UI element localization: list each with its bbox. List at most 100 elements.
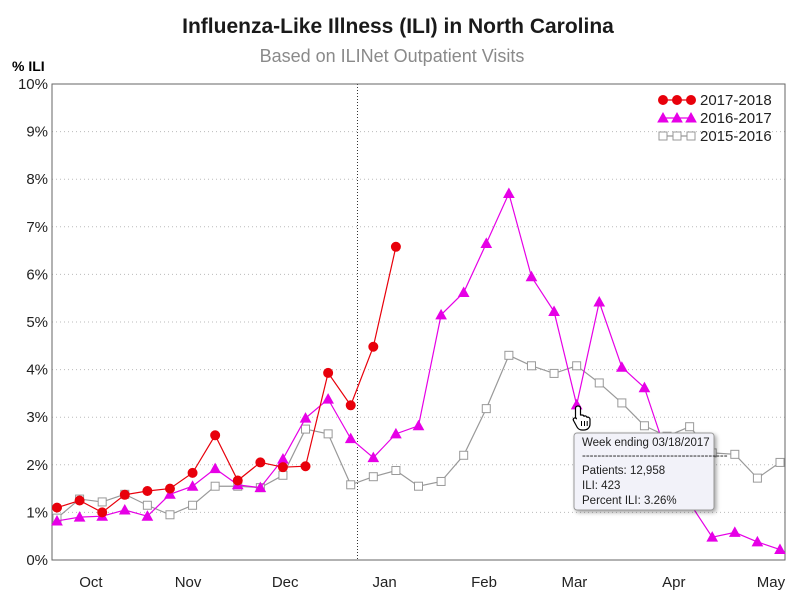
y-tick-label: 1% [26, 504, 48, 521]
data-point [97, 497, 107, 507]
y-axis-label: % ILI [12, 58, 45, 74]
legend-label: 2017-2018 [700, 92, 772, 109]
data-point [572, 361, 582, 371]
data-point [188, 500, 198, 510]
data-point [165, 510, 175, 520]
data-point [412, 419, 425, 431]
tooltip-box [573, 432, 715, 511]
data-point [187, 467, 198, 478]
data-point [615, 361, 628, 372]
data-point [728, 526, 741, 537]
data-point [526, 361, 536, 371]
data-point [594, 378, 604, 388]
y-tick-label: 4% [26, 362, 48, 379]
data-point [73, 511, 86, 522]
data-point [480, 237, 493, 248]
data-point [775, 457, 785, 467]
data-point [367, 451, 380, 463]
legend-marker [658, 131, 668, 141]
x-tick-label: Dec [272, 574, 299, 591]
data-point [299, 412, 312, 423]
data-point [142, 500, 152, 510]
y-tick-label: 9% [26, 124, 48, 141]
legend-item: 2015-2016 [658, 128, 772, 145]
y-tick-label: 2% [26, 457, 48, 474]
data-point [639, 421, 649, 431]
data-point [436, 476, 446, 486]
data-point [481, 404, 491, 414]
tooltip-divider: -------------------------------------- [582, 450, 728, 462]
legend-marker [657, 111, 669, 123]
data-point [323, 367, 334, 378]
data-point [118, 503, 131, 515]
data-point [301, 424, 311, 434]
data-point [435, 308, 447, 320]
data-point [186, 480, 199, 491]
data-point [141, 510, 154, 521]
data-point [232, 475, 243, 486]
legend-item: 2016-2017 [657, 110, 772, 127]
legend-marker [658, 95, 668, 105]
legend-marker [671, 111, 683, 123]
data-point [504, 350, 514, 360]
data-point [210, 481, 220, 491]
data-point [322, 393, 334, 404]
legend-marker [672, 95, 682, 105]
legend-marker [685, 111, 697, 123]
tooltip-percent-ili: Percent ILI: 3.26% [582, 495, 677, 507]
x-tick-label: Feb [471, 574, 497, 591]
data-point [503, 187, 515, 198]
y-tick-label: 5% [26, 314, 48, 331]
data-point [97, 507, 108, 518]
data-point [346, 480, 356, 490]
y-tick-label: 0% [26, 552, 48, 569]
data-point [459, 450, 469, 460]
y-tick-labels: 0% 1% 2% 3% 4% 5% 6% 7% 8% 9% 10% [18, 76, 48, 569]
data-point [323, 429, 333, 439]
plot-frame [51, 83, 786, 561]
data-point [730, 449, 740, 459]
data-point [278, 470, 288, 480]
x-tick-label: May [757, 574, 786, 591]
data-point [706, 531, 719, 542]
data-point [617, 398, 627, 408]
data-point [209, 462, 222, 474]
data-point [344, 432, 357, 444]
x-tick-label: Apr [662, 574, 685, 591]
data-point [390, 241, 401, 252]
x-tick-label: Oct [79, 574, 103, 591]
data-point [752, 473, 762, 483]
x-tick-labels: Oct Nov Dec Jan Feb Mar Apr May [79, 574, 785, 591]
y-tick-label: 10% [18, 76, 48, 93]
plot-area-border [51, 83, 786, 561]
x-tick-label: Nov [175, 574, 202, 591]
data-point [414, 481, 423, 491]
data-point [548, 305, 560, 317]
legend-marker [686, 131, 696, 141]
data-point [685, 422, 695, 432]
data-tooltip: Week ending 03/18/2017 -----------------… [573, 432, 728, 511]
legend-marker [686, 95, 696, 105]
legend-marker [672, 131, 682, 141]
series-2017-2018 [52, 241, 401, 518]
data-point [142, 485, 153, 496]
data-point [164, 488, 176, 499]
y-tick-label: 8% [26, 171, 48, 188]
data-point [164, 483, 175, 494]
hand-pointer-icon [572, 405, 591, 431]
tooltip-ili: ILI: 423 [582, 480, 620, 492]
y-tick-label: 3% [26, 409, 48, 426]
data-point [74, 495, 85, 506]
tooltip-header: Week ending 03/18/2017 [582, 437, 710, 449]
data-point [525, 270, 538, 282]
series-layer [51, 187, 786, 555]
data-point [457, 286, 470, 297]
legend-label: 2016-2017 [700, 110, 772, 127]
data-point [751, 535, 764, 547]
data-point [368, 341, 379, 352]
data-point [390, 427, 402, 439]
chart-subtitle: Based on ILINet Outpatient Visits [260, 46, 525, 66]
data-point [300, 461, 311, 472]
data-point [345, 400, 356, 411]
